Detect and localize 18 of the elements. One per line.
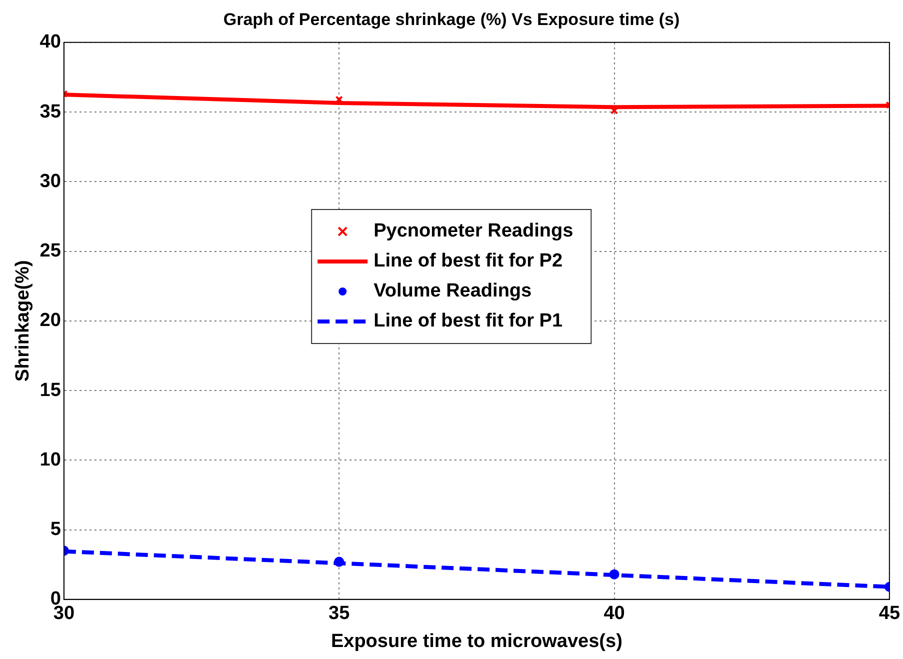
y-tick-label: 20: [40, 310, 61, 332]
legend-label: Line of best fit for P1: [374, 310, 563, 332]
legend-label: Volume Readings: [374, 280, 532, 302]
legend-label: Line of best fit for P2: [374, 250, 563, 272]
x-tick-label: 40: [604, 603, 625, 624]
x-tick-label: 35: [328, 603, 350, 624]
y-tick-label: 10: [40, 449, 61, 470]
y-tick-label: 30: [40, 170, 61, 192]
y-tick-label: 35: [40, 101, 62, 122]
y-tick-label: 25: [40, 240, 62, 262]
chart-title: Graph of Percentage shrinkage (%) Vs Exposure time (s): [223, 10, 680, 29]
y-tick-label: 5: [50, 519, 62, 540]
x-tick-label: 45: [878, 603, 900, 624]
y-tick-label: 40: [40, 32, 61, 53]
y-tick-label: 15: [40, 380, 62, 401]
x-axis-title: Exposure time to microwaves(s): [330, 630, 622, 652]
legend-label: Pycnometer Readings: [374, 220, 574, 242]
y-axis-title: Shrinkage(%): [12, 260, 34, 382]
